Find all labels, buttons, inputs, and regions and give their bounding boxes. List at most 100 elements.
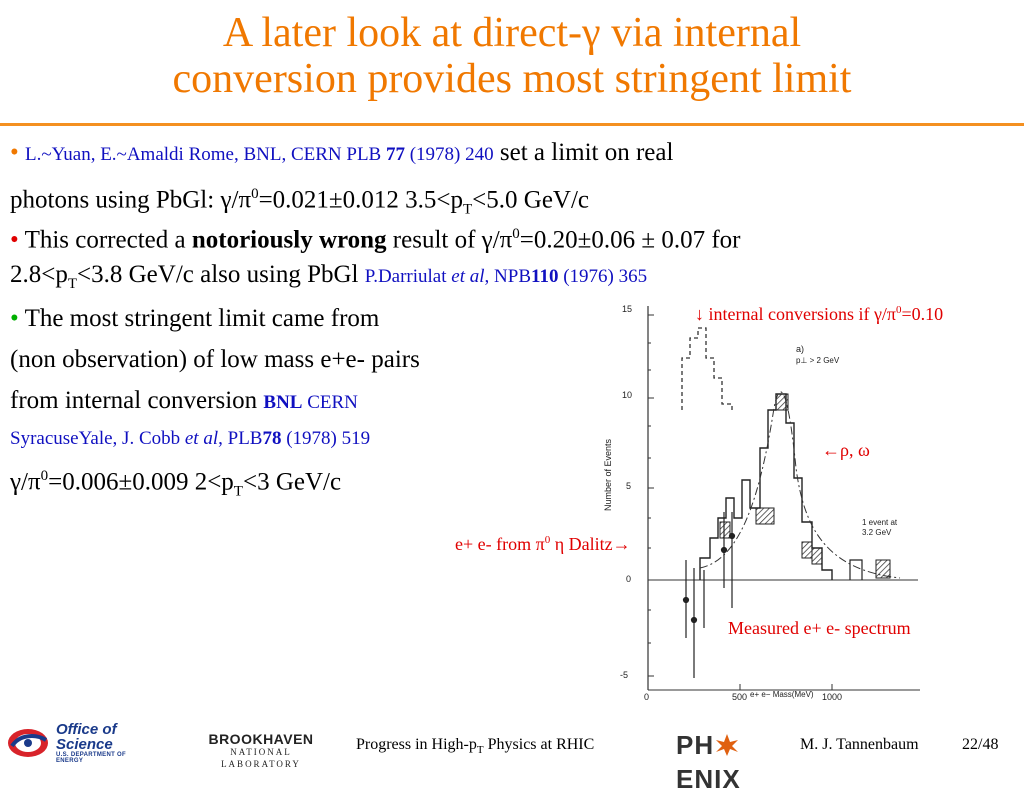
- superscript: 0: [251, 186, 259, 202]
- text: <3.8 GeV/c also using PbGl: [77, 261, 365, 288]
- text: ENIX: [676, 764, 741, 794]
- text: =0.20±0.06 ± 0.07 for: [519, 226, 741, 254]
- x-tick-1000: 1000: [822, 692, 843, 702]
- data-points: [682, 512, 736, 678]
- text: 2.8<p: [10, 261, 68, 288]
- annotation-measured-spectrum: Measured e+ e- spectrum: [728, 618, 911, 638]
- bullet-1-line-2: photons using PbGl: γ/π0=0.021±0.012 3.5…: [10, 176, 589, 228]
- ref-volume: 77: [385, 144, 405, 165]
- office-of-science-logo: Office of Science U.S. DEPARTMENT OF ENE…: [4, 722, 152, 764]
- subscript: T: [463, 201, 473, 218]
- bullet-3-line-5: γ/π0=0.006±0.009 2<pT<3 GeV/c: [10, 458, 341, 510]
- bnl-line-1: BROOKHAVEN: [208, 731, 314, 747]
- bullet-2-line-1: • This corrected a notoriously wrong res…: [10, 216, 740, 258]
- isolated-bin: [849, 559, 863, 580]
- slide-title: A later look at direct-γ via internal co…: [0, 10, 1024, 102]
- ref-journal: , NPB: [484, 266, 531, 287]
- annotation-dalitz: e+ e- from π0 η Dalitz→: [455, 530, 631, 554]
- annotation-internal-conversions: ↓ internal conversions if γ/π0=0.10: [695, 300, 943, 324]
- text: η Dalitz→: [550, 534, 631, 554]
- title-divider: [0, 123, 1024, 126]
- y-ticks: [648, 314, 654, 677]
- footer-author: M. J. Tannenbaum: [800, 736, 919, 753]
- event-note-2: 3.2 GeV: [862, 528, 892, 537]
- title-line-1: A later look at direct-γ via internal: [222, 10, 802, 56]
- emphasis-text: notoriously wrong: [191, 226, 387, 254]
- footer-page-number: 22/48: [962, 736, 999, 753]
- text: =0.10: [901, 304, 944, 324]
- ref-etal: et al: [451, 266, 485, 287]
- bullet-3-line-3: from internal conversion BNL CERN: [10, 382, 358, 421]
- subscript: T: [476, 744, 484, 757]
- text: e+ e- from π: [455, 534, 545, 554]
- ref-journal: , PLB: [218, 428, 263, 449]
- text: =0.021±0.012 3.5<p: [258, 186, 463, 214]
- superscript: 0: [896, 304, 902, 316]
- text: The most stringent limit came from: [18, 305, 380, 332]
- text: Progress in High-p: [356, 736, 477, 753]
- text: <5.0 GeV/c: [472, 186, 590, 214]
- reference-yuan: L.~Yuan, E.~Amaldi Rome, BNL, CERN PLB 7…: [25, 144, 494, 165]
- phenix-logo: PH ENIX: [676, 728, 796, 794]
- text: <3 GeV/c: [242, 468, 342, 496]
- office-line-2: Science: [56, 736, 113, 753]
- reference-darriulat: P.Darriulat et al, NPB110 (1976) 365: [365, 266, 647, 287]
- ref-etal: et al: [184, 428, 219, 449]
- phoenix-bird-icon: [716, 734, 739, 756]
- superscript: 0: [512, 226, 520, 242]
- title-line-2: conversion provides most stringent limit: [172, 56, 852, 102]
- panel-condition: p⊥ > 2 GeV: [796, 356, 840, 365]
- superscript: 0: [544, 534, 551, 546]
- y-tick-neg5: -5: [620, 670, 629, 680]
- y-tick-10: 10: [622, 390, 633, 400]
- text: This corrected a: [18, 226, 192, 254]
- bullet-3-line-1: • The most stringent limit came from: [10, 300, 379, 337]
- x-tick-0: 0: [644, 692, 650, 702]
- bullet-marker: •: [10, 226, 19, 254]
- ref-year-page: (1978) 240: [404, 144, 494, 165]
- bullet-marker: •: [10, 305, 19, 332]
- ref-volume: 110: [531, 266, 559, 287]
- bullet-marker: •: [10, 139, 19, 166]
- bullet-1-line-1: • L.~Yuan, E.~Amaldi Rome, BNL, CERN PLB…: [10, 134, 673, 173]
- subscript: T: [67, 276, 78, 292]
- text: Physics at RHIC: [483, 736, 595, 753]
- ref-authors: L.~Yuan, E.~Amaldi Rome, BNL, CERN PLB: [25, 144, 386, 165]
- footer-talk-title: Progress in High-pT Physics at RHIC: [356, 736, 594, 759]
- dashed-histogram: [681, 327, 733, 410]
- slide-footer: Office of Science U.S. DEPARTMENT OF ENE…: [0, 718, 1024, 794]
- text: PH: [676, 730, 715, 760]
- text: from internal conversion: [10, 387, 264, 414]
- bullet-3-line-2: (non observation) of low mass e+e- pairs: [10, 346, 420, 373]
- bullet-2-line-2: 2.8<pT<3.8 GeV/c also using PbGl P.Darri…: [10, 256, 647, 303]
- office-line-3: U.S. DEPARTMENT OF ENERGY: [56, 752, 126, 764]
- ref-year-page: (1978) 519: [281, 428, 371, 449]
- ref-year-page: (1976) 365: [558, 266, 648, 287]
- x-axis-label: e+ e− Mass(MeV): [750, 690, 814, 699]
- text: ↓ internal conversions if γ/π: [695, 304, 896, 324]
- spectrum-plot: [647, 306, 920, 691]
- office-line-1: Office of: [56, 721, 117, 738]
- reference-cobb-institutions: BNL CERN: [263, 392, 358, 413]
- brookhaven-logo: BROOKHAVEN NATIONAL LABORATORY: [195, 731, 327, 769]
- hatched-bins: [719, 393, 891, 579]
- ref-authors: SyracuseYale, J. Cobb: [10, 428, 185, 449]
- y-tick-15: 15: [622, 304, 633, 314]
- text: photons using PbGl: γ/π: [10, 186, 252, 214]
- event-note-1: 1 event at: [862, 518, 898, 527]
- x-tick-500: 500: [732, 692, 748, 702]
- mass-spectrum-figure: 15 10 5 0 -5 0 500 1000 e+ e− Mass(MeV) …: [600, 298, 1012, 708]
- x-ticks: [739, 684, 833, 690]
- bnl-line-2: NATIONAL LABORATORY: [221, 747, 301, 769]
- ref-cern: CERN: [302, 392, 358, 413]
- text: γ/π: [10, 468, 41, 496]
- subscript: T: [233, 483, 243, 500]
- text: result of γ/π: [386, 226, 513, 254]
- ref-volume: 78: [262, 428, 282, 449]
- ref-authors: P.Darriulat: [364, 266, 452, 287]
- y-tick-0: 0: [626, 574, 632, 584]
- panel-label: a): [796, 344, 805, 354]
- doe-swirl-icon: [8, 729, 48, 757]
- y-axis-label: Number of Events: [603, 438, 614, 512]
- annotation-rho-omega: ←ρ, ω: [822, 440, 870, 460]
